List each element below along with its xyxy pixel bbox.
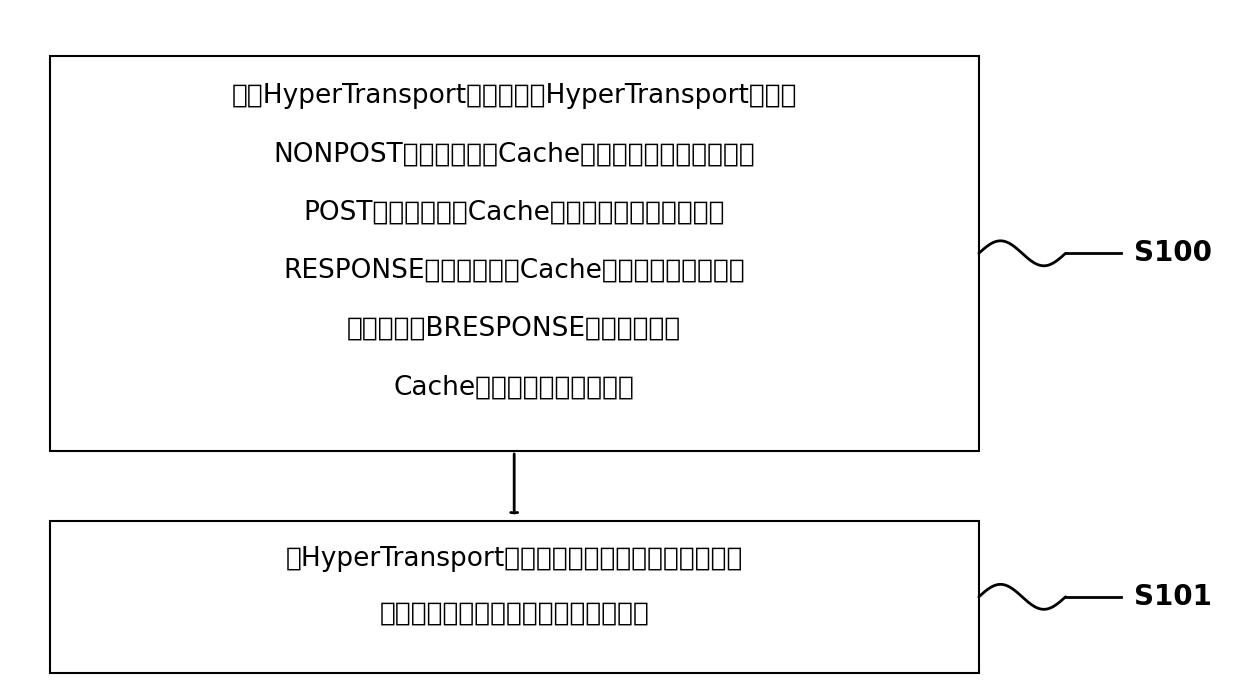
Text: 在HyperTransport协议中对应的通道上传输读命令、: 在HyperTransport协议中对应的通道上传输读命令、 [285,545,743,572]
Text: POST通道用于传输Cache一致性消息中的写命令，: POST通道用于传输Cache一致性消息中的写命令， [304,200,725,226]
Text: S101: S101 [1134,583,1212,611]
Text: Cache一致性消息中的写响应: Cache一致性消息中的写响应 [394,374,634,400]
Text: 写命令、读响应与写响应中的至少一种: 写命令、读响应与写响应中的至少一种 [379,600,649,626]
Text: RESPONSE通道用于传输Cache一致性消息中的读响: RESPONSE通道用于传输Cache一致性消息中的读响 [284,257,745,284]
Bar [50,56,979,451]
Text: 根据HyperTransport协议，确定HyperTransport协议的: 根据HyperTransport协议，确定HyperTransport协议的 [232,83,797,109]
Text: NONPOST通道用于传输Cache一致性消息中的读命令，: NONPOST通道用于传输Cache一致性消息中的读命令， [274,142,755,167]
Text: 应，新增的BRESPONSE通道用于传输: 应，新增的BRESPONSE通道用于传输 [347,316,681,342]
Text: S100: S100 [1134,239,1212,267]
Bar [50,520,979,673]
